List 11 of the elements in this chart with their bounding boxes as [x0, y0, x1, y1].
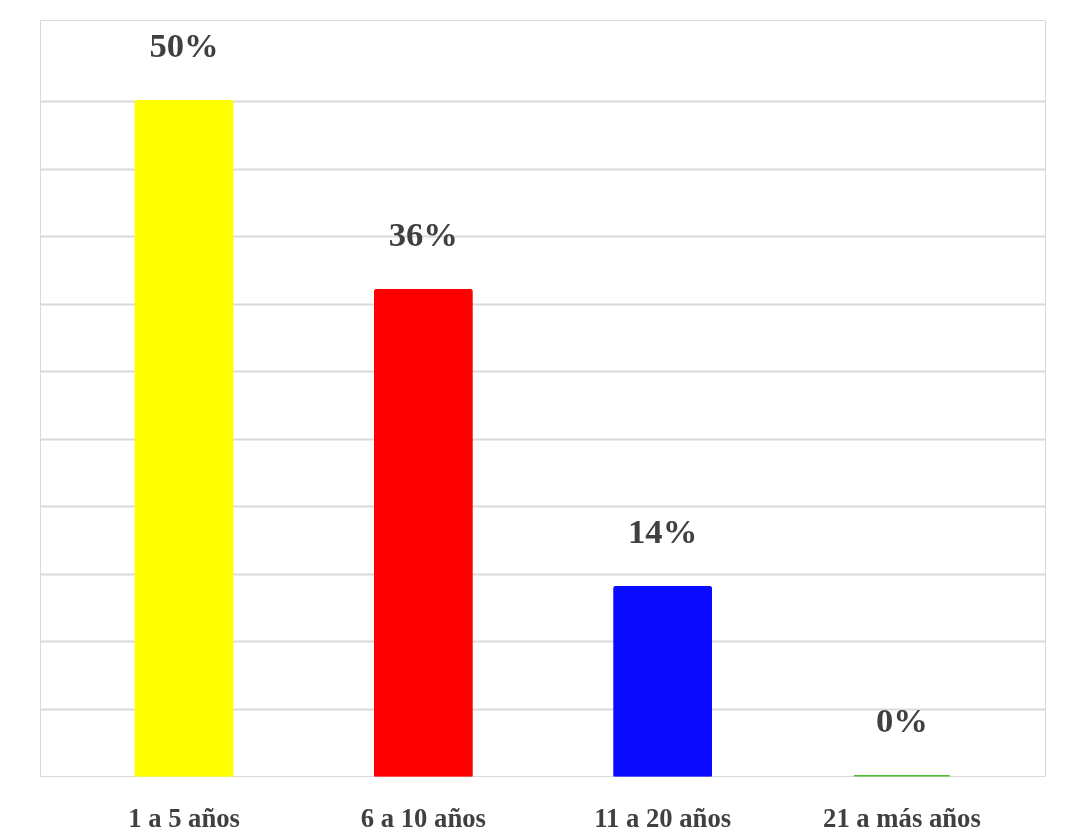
x-tick-label: 1 a 5 años	[128, 802, 240, 833]
data-label: 14%	[627, 511, 698, 550]
bar	[613, 586, 712, 777]
x-tick-label: 6 a 10 años	[360, 802, 486, 833]
bar	[134, 100, 234, 777]
data-label: 50%	[149, 25, 219, 64]
bar	[374, 289, 473, 777]
data-label: 0%	[875, 700, 928, 739]
x-tick-label: 11 a 20 años	[594, 802, 732, 833]
data-label: 36%	[388, 214, 459, 253]
x-tick-label: 21 a más años	[823, 802, 981, 833]
